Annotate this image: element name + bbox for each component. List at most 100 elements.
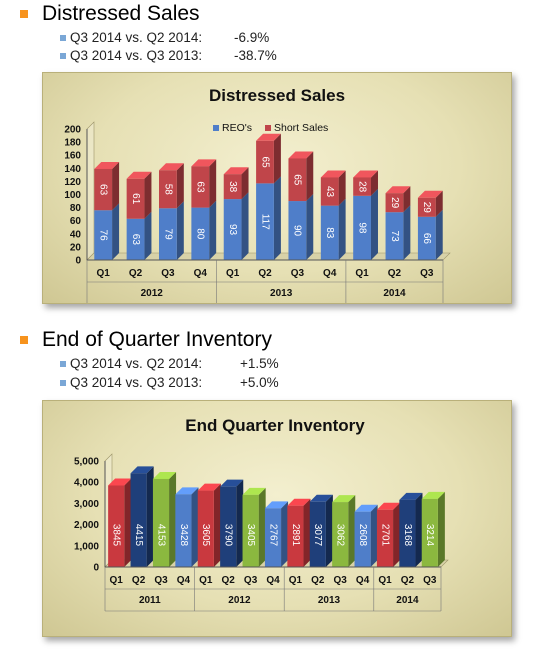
data-label: 83	[324, 227, 335, 239]
y-tick-label: 0	[93, 563, 99, 574]
short-sales-bar-side	[338, 170, 346, 206]
group-label: 2013	[318, 595, 341, 606]
y-tick-label: 120	[64, 177, 81, 188]
data-label: 65	[292, 174, 303, 186]
y-tick-label: 160	[64, 151, 81, 162]
inventory-bar-top	[287, 498, 311, 506]
group-label: 2014	[383, 288, 406, 299]
data-label: 3214	[424, 524, 435, 547]
category-label: Q3	[244, 575, 258, 586]
short-sales-bar	[126, 178, 145, 219]
inventory-bar-top	[175, 487, 199, 495]
inventory-bar-side	[348, 495, 356, 567]
short-sales-bar	[256, 140, 274, 184]
data-label: 61	[130, 193, 141, 205]
inventory-bar	[175, 494, 192, 567]
inventory-bar-side	[281, 501, 289, 567]
orange-bullet-icon	[20, 10, 28, 18]
reo-bar-side	[435, 209, 443, 260]
group-label: 2014	[396, 595, 419, 606]
short-sales-bar-side	[241, 167, 249, 200]
inventory-bar-top	[152, 471, 177, 479]
inventory-bar-side	[236, 479, 244, 567]
inventory-chart-panel: End Quarter Inventory 0 1,000 2,000 3,000 4,0…	[42, 400, 512, 637]
y-tick-label: 5,000	[74, 457, 99, 468]
inventory-bar-side	[124, 478, 132, 567]
category-label: Q4	[194, 268, 208, 279]
blue-bullet-icon	[60, 34, 66, 41]
data-label: 3790	[223, 524, 234, 547]
inventory-bar-side	[393, 502, 401, 567]
inventory-bar-top	[220, 479, 244, 487]
stat-value: +5.0%	[240, 375, 279, 390]
data-label: 2701	[379, 524, 390, 547]
data-label: 76	[98, 230, 109, 242]
inventory-bar	[130, 473, 147, 567]
inventory-bar-side	[437, 491, 445, 567]
short-sales-bar-top	[126, 171, 152, 179]
inventory-bar-side	[169, 471, 177, 567]
y-tick-label: 40	[70, 229, 82, 240]
reo-bar-side	[306, 194, 314, 260]
short-sales-bar	[320, 177, 339, 206]
category-label: Q3	[161, 268, 175, 279]
inventory-bar	[242, 494, 259, 567]
inventory-bar	[376, 509, 394, 567]
chart-title: End Quarter Inventory	[185, 416, 365, 435]
category-label: Q1	[97, 268, 111, 279]
category-label: Q1	[199, 575, 213, 586]
short-sales-bar-side	[403, 186, 411, 213]
inventory-bar-top	[309, 494, 333, 502]
short-sales-bar-side	[112, 161, 120, 211]
inventory-bar-top	[197, 483, 221, 491]
stat-label: Q3 2014 vs. Q2 2014:	[70, 356, 203, 371]
short-sales-bar-top	[223, 167, 249, 175]
data-label: 3062	[335, 524, 346, 547]
reo-bar-side	[338, 198, 346, 260]
data-label: 3605	[200, 524, 211, 547]
inventory-bar-side	[325, 494, 333, 567]
short-sales-bar-side	[306, 151, 314, 202]
reo-bar-side	[370, 188, 378, 260]
category-label: Q2	[388, 268, 402, 279]
data-label: 98	[356, 222, 367, 234]
reo-bar	[256, 183, 274, 260]
short-sales-bar-side	[435, 190, 443, 217]
short-sales-bar-side	[176, 163, 184, 209]
reo-bar	[223, 199, 242, 260]
short-sales-bar-top	[159, 163, 184, 171]
data-label: 3428	[178, 524, 189, 547]
short-sales-bar	[353, 177, 371, 196]
data-label: 3077	[312, 524, 323, 547]
category-label: Q2	[132, 575, 146, 586]
legend-swatch	[265, 125, 271, 131]
short-sales-bar-top	[417, 190, 443, 198]
reo-bar-side	[403, 205, 411, 260]
stat-value: +1.5%	[240, 356, 279, 371]
category-label: Q1	[378, 575, 392, 586]
y-tick-label: 1,000	[74, 541, 99, 552]
reo-bar-side	[112, 203, 120, 260]
data-label: 38	[227, 181, 238, 193]
data-label: 4415	[133, 524, 144, 547]
data-label: 90	[292, 225, 303, 237]
data-label: 79	[162, 229, 173, 241]
group-label: 2012	[141, 288, 164, 299]
inventory-bar	[220, 486, 237, 567]
inventory-bar	[152, 478, 170, 567]
category-label: Q4	[323, 268, 337, 279]
heading-text: End of Quarter Inventory	[42, 328, 272, 351]
data-label: 2891	[290, 524, 301, 547]
y-tick-label: 100	[64, 190, 81, 201]
data-label: 80	[195, 228, 206, 240]
y-tick-label: 140	[64, 164, 81, 175]
inventory-bar	[287, 505, 304, 567]
inventory-bar-side	[213, 483, 221, 567]
short-sales-bar-side	[370, 170, 378, 196]
category-label: Q3	[291, 268, 305, 279]
reo-bar	[417, 216, 436, 260]
inventory-bar	[264, 508, 282, 567]
distressed-sales-chart: Distressed Sales 0 20 40 60 80 100 120 140 160 180…	[64, 86, 451, 305]
data-label: 63	[195, 181, 206, 193]
category-label: Q2	[258, 268, 272, 279]
